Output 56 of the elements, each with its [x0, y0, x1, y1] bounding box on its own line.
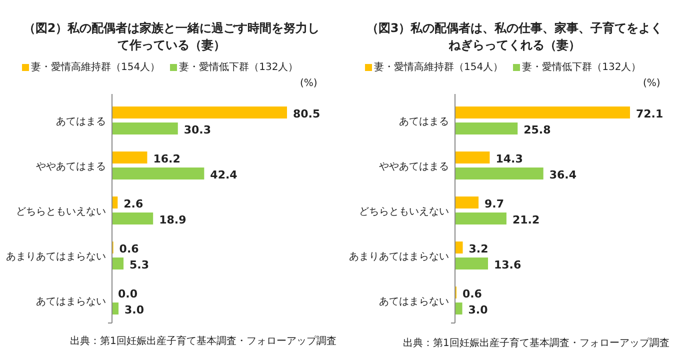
text: (%)	[300, 78, 318, 89]
data-label: 3.2	[468, 242, 488, 256]
data-label: 36.4	[549, 168, 577, 182]
bar	[455, 302, 462, 314]
text: (%)	[643, 78, 660, 89]
data-label: 18.9	[159, 214, 186, 226]
data-label: 25.8	[524, 124, 551, 136]
data-label: 14.3	[496, 152, 523, 166]
y-tick-label: ややあてはまる	[36, 162, 106, 172]
y-tick-label: あてはまる	[56, 116, 106, 128]
source-note: 出典：第1回妊娠出産子育て基本調査・フォローアップ調査	[70, 334, 336, 348]
data-label: 30.3	[184, 124, 212, 136]
data-label: 2.6	[124, 198, 144, 210]
bar	[112, 258, 124, 270]
data-label: 16.2	[153, 152, 180, 166]
y-tick-label: あてはまらない	[379, 296, 449, 308]
data-label: 5.3	[130, 258, 150, 272]
legend-label: 妻・愛情高維持群（154人）	[30, 62, 160, 73]
bar	[455, 168, 544, 180]
data-label: 42.4	[210, 168, 238, 182]
bar	[455, 258, 488, 270]
bar	[455, 152, 490, 164]
data-label: 0.6	[462, 288, 482, 300]
bar	[455, 122, 518, 134]
source-note: 出典：第1回妊娠出産子育て基本調査・フォローアップ調査	[403, 336, 670, 350]
y-tick-label: ややあてはまる	[379, 162, 449, 172]
bar	[455, 212, 506, 224]
chart-title: （図2）私の配偶者は家族と一緒に過ごす時間を努力して作っている（妻）	[22, 20, 321, 54]
bar	[112, 122, 178, 134]
bar	[112, 302, 119, 314]
data-label: 0.0	[118, 288, 138, 300]
bar	[112, 168, 204, 180]
data-label: 21.2	[512, 214, 540, 226]
chart-title: （図3）私の配偶者は、私の仕事、家事、子育てをよくねぎらってくれる（妻）	[365, 20, 664, 54]
legend-label: 妻・愛情高維持群（154人）	[373, 62, 504, 73]
data-label: 72.1	[636, 108, 664, 120]
bar	[112, 212, 154, 224]
data-label: 80.5	[293, 108, 320, 120]
bar	[455, 196, 479, 208]
data-label: 3.0	[468, 304, 488, 316]
bar	[112, 106, 287, 118]
y-tick-label: あまりあてはまらない	[349, 252, 449, 262]
data-label: 0.6	[119, 242, 140, 256]
bar	[455, 242, 463, 254]
y-tick-label: どちらともいえない	[16, 206, 106, 218]
legend-label: 妻・愛情低下群（132人）	[521, 62, 642, 73]
legend-label: 妻・愛情低下群（132人）	[178, 62, 298, 73]
data-label: 13.6	[494, 258, 522, 272]
y-tick-label: どちらともいえない	[359, 206, 449, 218]
bar	[112, 152, 148, 164]
data-label: 9.7	[484, 198, 504, 210]
bar	[455, 106, 630, 118]
y-tick-label: あまりあてはまらない	[6, 252, 106, 262]
y-tick-label: あてはまらない	[36, 296, 106, 308]
data-label: 3.0	[124, 304, 144, 316]
y-tick-label: あてはまる	[399, 116, 449, 128]
